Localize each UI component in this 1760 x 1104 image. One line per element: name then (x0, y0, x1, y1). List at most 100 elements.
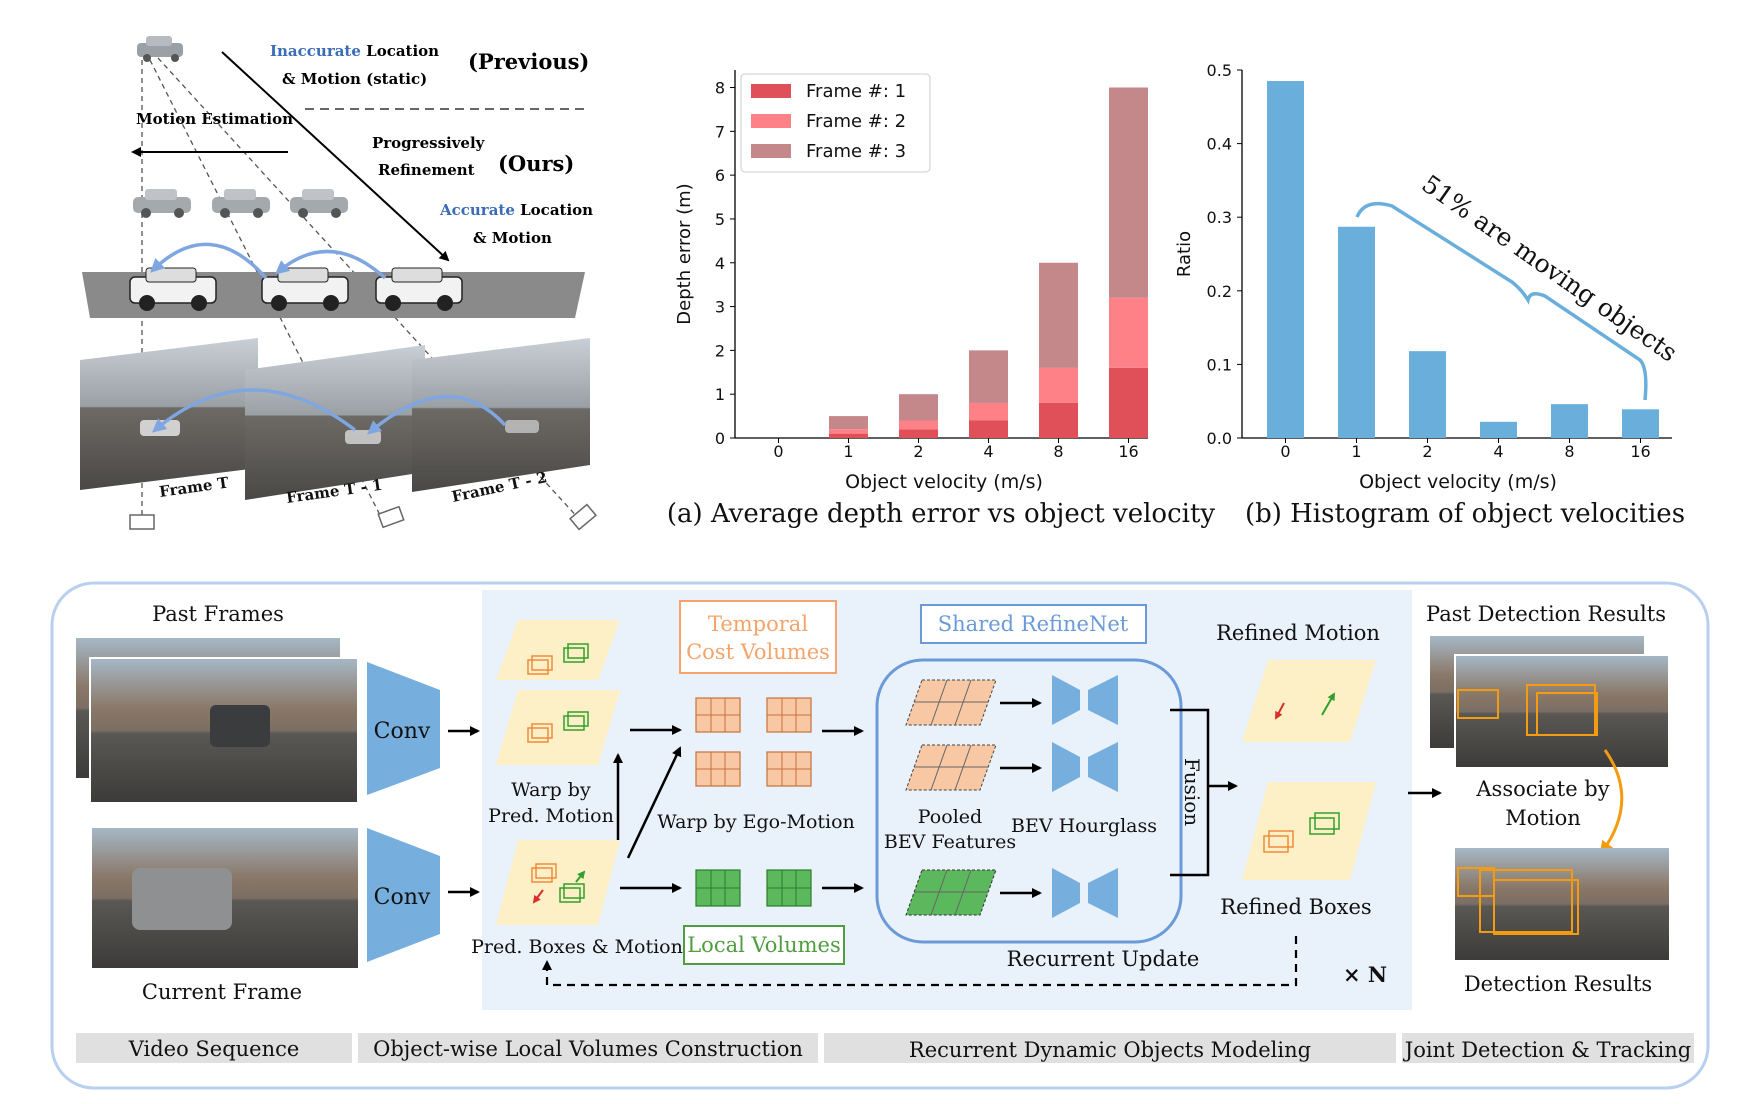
chart-a-xlabel: Object velocity (m/s) (845, 471, 1043, 493)
bar-frame-1 (899, 429, 938, 438)
car-icon (133, 189, 191, 218)
current-frame-label: Current Frame (142, 980, 302, 1004)
car-icon (290, 189, 348, 218)
histogram-bar (1480, 421, 1517, 438)
feature-plane (1242, 782, 1376, 880)
chart-b-xlabel: Object velocity (m/s) (1359, 471, 1557, 493)
chart-a-legend: Frame #: 1 Frame #: 2 Frame #: 3 (740, 73, 931, 173)
hourglass-shape (1088, 675, 1118, 725)
refinenet-module (875, 658, 1183, 944)
section-bar (1402, 1033, 1694, 1063)
location-word-2: Location (515, 201, 593, 219)
fusion-bracket (1170, 708, 1210, 877)
hourglass-shape (1052, 742, 1080, 792)
pred-boxes-label: Pred. Boxes & Motion (471, 936, 683, 958)
refinenet-label: Shared RefineNet (938, 612, 1129, 636)
legend-swatch (751, 84, 791, 98)
y-tick-label: 2 (715, 341, 725, 360)
pooled-label: BEV Features (884, 831, 1016, 853)
legend-swatch (751, 144, 791, 158)
bar-frame-2 (969, 402, 1008, 421)
chart-b-caption: (b) Histogram of object velocities (1245, 499, 1685, 529)
legend-label: Frame #: 1 (806, 81, 906, 102)
previous-label: (Previous) (468, 49, 589, 74)
recurrent-update-label: Recurrent Update (1007, 947, 1200, 971)
section-bar (824, 1033, 1396, 1063)
bar-frame-3 (829, 416, 868, 430)
accurate-word: Accurate (439, 201, 515, 219)
bar-frame-2 (829, 429, 868, 434)
chart-b-ylabel: Ratio (1174, 231, 1195, 277)
temporal-label-box (679, 600, 837, 674)
y-tick-label: 0.3 (1207, 208, 1232, 227)
bar-frame-2 (899, 420, 938, 430)
and-motion-label: & Motion (473, 229, 552, 247)
car-icon (261, 267, 349, 311)
concept-illustration: Inaccurate Location & Motion (static) (P… (80, 36, 597, 531)
chart-a-caption: (a) Average depth error vs object veloci… (667, 499, 1215, 529)
associate-label: Motion (1505, 806, 1580, 830)
section-bar (358, 1033, 818, 1063)
bar-frame-3 (969, 350, 1008, 403)
refined-cars (129, 267, 463, 311)
x-tick-label: 4 (1493, 442, 1503, 461)
hourglass-shape (1088, 868, 1118, 918)
detection-box (1457, 689, 1499, 719)
bar-frame-3 (899, 394, 938, 421)
y-tick-label: 1 (715, 385, 725, 404)
histogram-bar (1622, 409, 1659, 438)
y-tick-label: 0.5 (1207, 61, 1232, 80)
y-tick-label: 7 (715, 122, 725, 141)
y-tick-label: 0.1 (1207, 355, 1232, 374)
x-tick-label: 2 (913, 442, 923, 461)
y-tick-label: 8 (715, 79, 725, 98)
conv-encoder-shape (367, 828, 440, 962)
depth-error-chart: 0 1 2 3 4 5 6 7 8 0 1 2 4 8 16 Depth error (m) Object… (667, 70, 1215, 529)
feature-plane (496, 840, 620, 925)
car-icon (137, 36, 183, 62)
x-tick-label: 8 (1053, 442, 1063, 461)
association-arrow (1599, 749, 1624, 856)
feature-plane (496, 690, 620, 765)
associate-label: Associate by (1475, 777, 1609, 801)
x-tick-label: 2 (1422, 442, 1432, 461)
x-tick-label: 0 (773, 442, 783, 461)
temporal-label: Cost Volumes (686, 640, 830, 664)
y-tick-label: 6 (715, 166, 725, 185)
legend-label: Frame #: 3 (806, 141, 906, 162)
conv-label: Conv (374, 885, 431, 910)
conv-encoder-shape (367, 662, 440, 795)
inaccurate-word: Inaccurate (270, 42, 361, 60)
x-tick-label: 0 (1280, 442, 1290, 461)
ours-label: (Ours) (498, 151, 574, 176)
past-detection-label: Past Detection Results (1426, 602, 1666, 626)
car-icon (129, 267, 217, 311)
warp-ego-label: Warp by Ego-Motion (657, 811, 855, 833)
frame-t1-image (245, 345, 425, 500)
legend-swatch (751, 114, 791, 128)
detection-image (1455, 848, 1669, 960)
detection-results-label: Detection Results (1464, 972, 1652, 996)
x-tick-label: 4 (983, 442, 993, 461)
moving-objects-brace (1355, 201, 1648, 401)
y-tick-label: 0.4 (1207, 135, 1232, 154)
bar-frame-2 (1109, 297, 1148, 368)
feature-plane (1242, 660, 1376, 742)
past-frames-label: Past Frames (152, 602, 284, 626)
pipeline-diagram: Video Sequence Object-wise Local Volumes… (50, 581, 1710, 1090)
refinement-label: Refinement (378, 161, 475, 179)
recurrent-loop (542, 936, 1298, 987)
times-n-label: × N (1343, 962, 1387, 987)
bar-frame-1 (1039, 402, 1078, 438)
conv-label: Conv (374, 719, 431, 744)
local-volumes-label: Local Volumes (687, 933, 841, 957)
y-tick-label: 0 (715, 429, 725, 448)
histogram-bar (1551, 404, 1588, 438)
histogram-bar (1267, 81, 1304, 438)
y-tick-label: 4 (715, 254, 725, 273)
bar-frame-2 (1039, 367, 1078, 403)
warp-pred-label: Warp by (511, 779, 591, 801)
car-icon (132, 868, 232, 930)
detection-box (1536, 692, 1598, 736)
